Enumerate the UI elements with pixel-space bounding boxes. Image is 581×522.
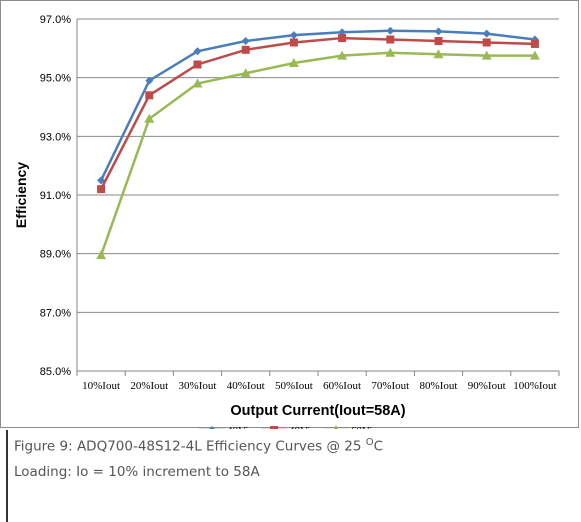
data-point-60Vin bbox=[96, 250, 107, 260]
legend-label-60Vin: 60Vin bbox=[351, 425, 378, 429]
legend-marker-60Vin bbox=[333, 425, 339, 429]
data-point-48Vin bbox=[289, 38, 298, 47]
data-point-48Vin bbox=[241, 45, 250, 54]
caption-title-text: Figure 9: ADQ700-48S12-4L Efficiency Cur… bbox=[14, 438, 366, 455]
data-point-40Vin bbox=[386, 26, 395, 35]
data-point-48Vin bbox=[193, 60, 202, 69]
x-tick-label: 10%Iout bbox=[82, 380, 120, 392]
data-point-60Vin bbox=[529, 50, 540, 60]
caption-unit: C bbox=[373, 438, 384, 455]
x-tick-label: 20%Iout bbox=[130, 380, 168, 392]
data-point-60Vin bbox=[288, 58, 299, 67]
legend-marker-40Vin bbox=[209, 426, 215, 429]
y-tick-label: 95.0% bbox=[40, 73, 71, 85]
x-tick-label: 90%Iout bbox=[468, 380, 506, 392]
data-point-48Vin bbox=[434, 37, 443, 45]
legend-label-48Vin: 48Vin bbox=[289, 425, 316, 429]
legend-label-40Vin: 40Vin bbox=[227, 425, 254, 429]
data-point-60Vin bbox=[385, 47, 396, 57]
y-tick-label: 97.0% bbox=[40, 14, 71, 26]
chart-frame: 85.0% 87.0% 89.0% 91.0% 93.0% 95.0% 97.0% 10%Io… bbox=[0, 0, 579, 429]
x-tick-label: 60%Iout bbox=[323, 380, 361, 392]
data-point-48Vin bbox=[530, 39, 539, 48]
legend-marker-48Vin bbox=[270, 426, 278, 429]
data-point-40Vin bbox=[434, 27, 443, 36]
data-point-48Vin bbox=[97, 185, 106, 194]
y-tick-label: 85.0% bbox=[40, 366, 71, 378]
series-line-40Vin bbox=[99, 29, 536, 181]
data-point-60Vin bbox=[481, 50, 492, 60]
y-axis-title: Efficiency bbox=[13, 162, 29, 228]
data-point-60Vin bbox=[433, 49, 444, 59]
data-point-40Vin bbox=[241, 37, 250, 45]
data-point-48Vin bbox=[338, 34, 347, 43]
data-point-60Vin bbox=[144, 113, 155, 123]
caption-degree-sup: O bbox=[365, 437, 374, 448]
x-tick-label: 80%Iout bbox=[420, 380, 458, 392]
caption-loading: Loading: Io = 10% increment to 58A bbox=[14, 463, 260, 480]
caption-title: Figure 9: ADQ700-48S12-4L Efficiency Cur… bbox=[14, 430, 576, 460]
x-tick-label: 70%Iout bbox=[371, 380, 409, 392]
x-tick-label: 50%Iout bbox=[275, 380, 313, 392]
data-point-60Vin bbox=[240, 68, 251, 78]
data-point-40Vin bbox=[193, 47, 202, 56]
x-tick-label: 40%Iout bbox=[227, 380, 265, 392]
data-point-40Vin bbox=[97, 176, 106, 185]
data-point-60Vin bbox=[337, 50, 348, 60]
y-tick-label: 87.0% bbox=[40, 307, 71, 319]
x-tick-label: 100%Iout bbox=[513, 380, 556, 392]
x-tick-label: 30%Iout bbox=[179, 380, 217, 392]
y-tick-label: 93.0% bbox=[40, 131, 71, 143]
efficiency-chart: 85.0% 87.0% 89.0% 91.0% 93.0% 95.0% 97.0% 10%Io… bbox=[13, 14, 560, 429]
data-point-40Vin bbox=[482, 29, 491, 38]
figure-caption: Figure 9: ADQ700-48S12-4L Efficiency Cur… bbox=[6, 430, 576, 522]
series-line-60Vin bbox=[99, 51, 535, 256]
y-tick-label: 91.0% bbox=[40, 190, 71, 202]
data-point-60Vin bbox=[192, 78, 203, 88]
data-point-40Vin bbox=[289, 31, 298, 40]
data-point-48Vin bbox=[482, 38, 491, 47]
x-axis-title: Output Current(Iout=58A) bbox=[230, 403, 405, 419]
data-point-48Vin bbox=[145, 91, 154, 100]
series-line-48Vin bbox=[99, 36, 535, 190]
data-point-48Vin bbox=[386, 35, 395, 44]
y-tick-label: 89.0% bbox=[40, 249, 71, 261]
data-point-40Vin bbox=[145, 76, 154, 85]
